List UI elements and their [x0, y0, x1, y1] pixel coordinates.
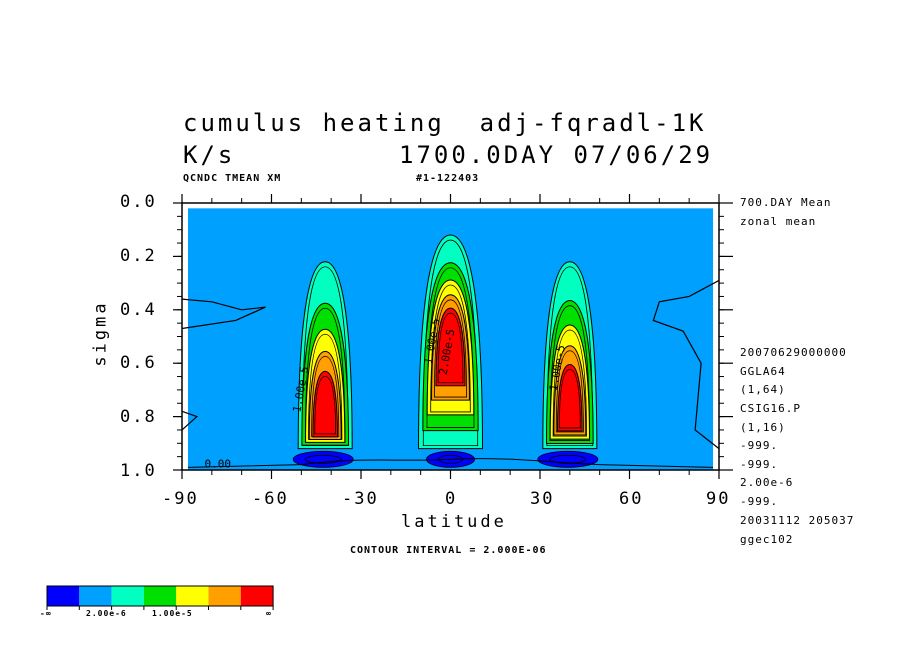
y-axis-label: sigma: [90, 300, 111, 367]
side-info-line: 20031112 205037: [740, 514, 855, 527]
legend-label: 2.00e-6: [86, 609, 127, 618]
x-tick-label: -30: [342, 489, 379, 509]
side-info-line: -999.: [740, 495, 779, 508]
contour-line: [304, 454, 342, 464]
x-tick-label: 30: [530, 489, 555, 509]
negative-region: [537, 450, 599, 468]
contour-line: [308, 333, 343, 440]
y-tick-label: 0.2: [120, 246, 157, 266]
y-tick-label: 0.4: [120, 300, 157, 320]
x-tick-label: 90: [706, 489, 731, 509]
side-info-line: (1,16): [740, 421, 786, 434]
contour-line: [304, 307, 346, 443]
zero-contour: [652, 279, 720, 450]
y-tick-label: 1.0: [120, 461, 157, 481]
contour-label: 0.00: [205, 457, 232, 470]
side-info-line: zonal mean: [740, 215, 817, 228]
zero-contour: [181, 410, 199, 431]
contour-interval-text: CONTOUR INTERVAL = 2.000E-06: [350, 545, 547, 556]
zero-contour: [181, 298, 266, 330]
side-info-line: CSIG16.P: [740, 402, 801, 415]
contour-line: [437, 312, 464, 384]
contour-line: [558, 369, 581, 429]
contour-fill-level: [312, 370, 339, 438]
y-tick-label: 0.6: [120, 353, 157, 373]
side-info-line: GGLA64: [740, 365, 786, 378]
chart-subtitle-left: QCNDC TMEAN XM: [183, 173, 282, 184]
contour-line: [552, 329, 587, 437]
x-tick-label: 60: [619, 489, 644, 509]
chart-units: K/s: [183, 141, 236, 169]
contour-fill-level: [435, 307, 466, 387]
zero-contour: [187, 458, 714, 468]
contour-line: [311, 355, 340, 437]
side-info-line: -999.: [740, 458, 779, 471]
contour-line: [430, 284, 471, 413]
side-info-line: (1,64): [740, 383, 786, 396]
chart-title-line1: cumulus heating adj-fqradl-1K: [183, 109, 707, 137]
legend-label: -∞: [40, 609, 52, 618]
x-tick-label: -90: [162, 489, 199, 509]
contour-line: [314, 375, 337, 435]
side-info-line: ggec102: [740, 533, 794, 546]
side-info-line: 700.DAY Mean: [740, 196, 832, 209]
legend-label: 1.00e-5: [152, 609, 193, 618]
legend-frame: [46, 585, 274, 607]
y-tick-label: 0.0: [120, 192, 157, 212]
legend-swatch: [47, 586, 80, 606]
legend-swatch: [79, 586, 112, 606]
side-info-line: 20070629000000: [740, 346, 847, 359]
x-tick-label: 0: [445, 489, 458, 509]
legend-swatch: [111, 586, 144, 606]
legend-swatch: [143, 586, 177, 606]
contour-fill-level: [557, 364, 583, 432]
x-axis-label: latitude: [401, 512, 507, 532]
side-info-line: 2.00e-6: [740, 476, 794, 489]
contour-line: [549, 305, 591, 441]
contour-line: [433, 299, 468, 398]
legend-swatch: [176, 586, 209, 606]
y-tick-label: 0.8: [120, 407, 157, 427]
legend-swatch: [208, 586, 241, 606]
side-info-line: -999.: [740, 439, 779, 452]
chart-time: 1700.0DAY 07/06/29: [399, 141, 714, 169]
legend-label: ∞: [266, 609, 272, 618]
legend-swatch: [240, 586, 274, 606]
x-tick-label: -60: [252, 489, 289, 509]
chart-subtitle-right: #1-122403: [416, 173, 480, 184]
contour-line: [555, 350, 584, 433]
